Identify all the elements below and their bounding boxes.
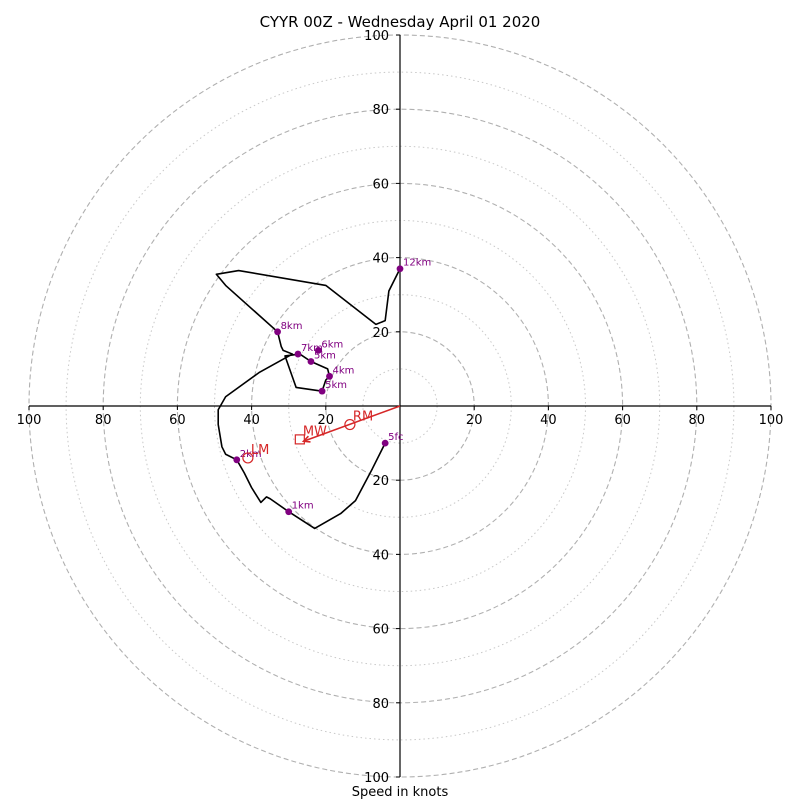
height-marker — [314, 346, 322, 354]
hodograph-line-segment — [284, 353, 331, 392]
height-marker — [318, 387, 326, 395]
storm-motion-label: MW — [303, 424, 327, 439]
x-tick-label: 100 — [17, 413, 42, 428]
height-label: 1km — [292, 501, 314, 512]
shear-vector-arrowhead — [301, 435, 311, 443]
storm-motion-label: RM — [353, 410, 373, 425]
x-tick-label: 20 — [466, 413, 483, 428]
storm-motion-label: LM — [251, 443, 269, 458]
shear-vector-line — [303, 405, 401, 442]
x-tick-label: 80 — [689, 413, 706, 428]
x-tick-label: 60 — [169, 413, 186, 428]
y-tick-label: 40 — [372, 548, 389, 563]
height-marker — [396, 265, 404, 273]
x-axis-label: Speed in knots — [352, 785, 449, 800]
y-tick-label: 80 — [372, 697, 389, 712]
tick-labels: 100 80 60 40 20 20 40 60 80 100 100 80 60 40 20 20 40 60 8… — [17, 29, 784, 786]
height-marker — [233, 456, 241, 464]
hodograph-trace — [215, 268, 401, 530]
height-label: 8km — [281, 321, 303, 332]
y-tick-label: 80 — [372, 103, 389, 118]
y-tick-label: 40 — [372, 252, 389, 267]
height-marker — [274, 328, 281, 336]
y-tick-label: 60 — [372, 623, 389, 638]
height-label: 5km — [314, 350, 336, 361]
x-tick-label: 100 — [759, 413, 784, 428]
height-label: 5fc — [388, 432, 403, 443]
hodograph-line — [215, 268, 401, 530]
height-marker — [307, 358, 315, 365]
height-label: 4km — [333, 365, 355, 376]
storm-motion-marker — [344, 418, 356, 431]
chart-title: CYYR 00Z - Wednesday April 01 2020 — [260, 13, 541, 31]
y-tick-label: 20 — [372, 326, 389, 341]
mean-wind-marker — [294, 434, 305, 445]
height-label: 5km — [325, 380, 347, 391]
height-marker — [285, 508, 293, 516]
storm-motion-marker — [242, 452, 254, 464]
height-marker — [326, 372, 333, 380]
y-tick-label: 100 — [364, 29, 389, 44]
height-label: 12km — [403, 258, 431, 269]
shear-vector — [301, 405, 401, 443]
height-marker — [381, 439, 389, 447]
x-tick-label: 20 — [318, 413, 335, 428]
x-tick-label: 60 — [614, 413, 631, 428]
storm-motion-markers: RM LM MW — [242, 410, 373, 464]
height-marker — [294, 350, 302, 358]
height-label: 7km — [301, 343, 323, 354]
height-label: 6km — [321, 339, 343, 350]
x-tick-label: 40 — [540, 413, 557, 428]
x-tick-label: 80 — [95, 413, 112, 428]
y-tick-label: 20 — [372, 474, 389, 489]
y-tick-label: 100 — [364, 771, 389, 786]
x-tick-label: 40 — [243, 413, 260, 428]
y-tick-label: 60 — [372, 177, 389, 192]
